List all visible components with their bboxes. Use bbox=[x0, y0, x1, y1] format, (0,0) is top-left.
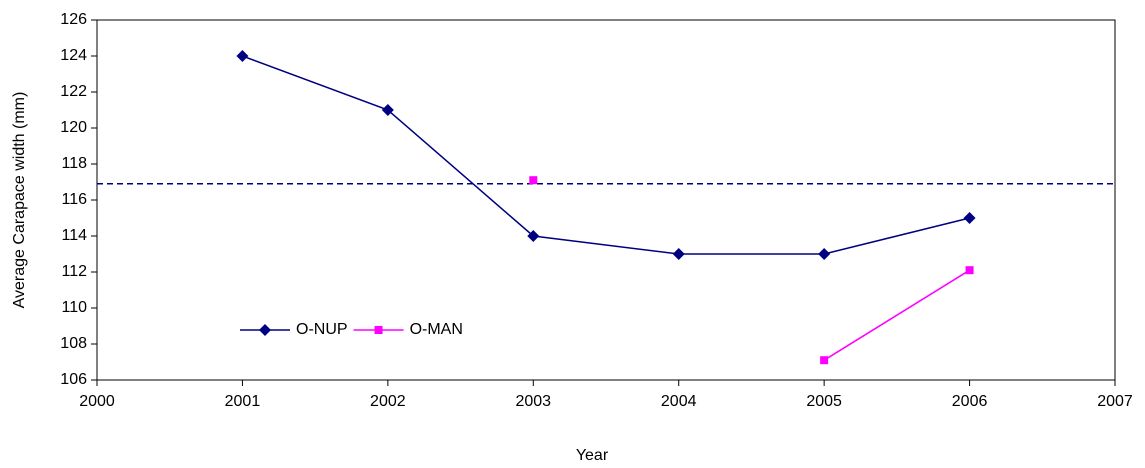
y-tick-label: 124 bbox=[60, 47, 87, 64]
x-tick-label: 2004 bbox=[661, 393, 697, 410]
series-line bbox=[242, 55, 970, 255]
y-tick-label: 110 bbox=[61, 299, 87, 316]
y-tick-label: 122 bbox=[60, 83, 87, 100]
x-tick-label: 2002 bbox=[370, 393, 406, 410]
marker bbox=[527, 230, 540, 242]
x-tick-label: 2005 bbox=[806, 393, 842, 410]
marker bbox=[236, 50, 249, 62]
x-axis-title: Year bbox=[576, 447, 609, 464]
x-tick-label: 2003 bbox=[515, 393, 551, 410]
y-tick-label: 120 bbox=[60, 119, 87, 136]
y-tick-label: 126 bbox=[60, 11, 87, 28]
marker bbox=[672, 248, 685, 260]
marker bbox=[529, 176, 538, 185]
marker bbox=[259, 324, 271, 336]
y-tick-label: 118 bbox=[61, 155, 87, 172]
y-tick-label: 108 bbox=[60, 335, 87, 352]
x-tick-label: 2006 bbox=[952, 393, 988, 410]
x-tick-label: 2000 bbox=[79, 393, 115, 410]
marker bbox=[381, 104, 394, 116]
y-axis-title: Average Carapace width (mm) bbox=[11, 92, 28, 309]
legend-label: O-NUP bbox=[296, 321, 348, 338]
y-tick-label: 106 bbox=[60, 371, 87, 388]
legend-label: O-MAN bbox=[410, 321, 463, 338]
marker bbox=[374, 326, 383, 334]
x-tick-label: 2007 bbox=[1097, 393, 1133, 410]
marker bbox=[820, 356, 829, 365]
plot-frame bbox=[96, 19, 1116, 381]
marker bbox=[965, 266, 974, 275]
marker bbox=[818, 248, 831, 260]
y-tick-label: 116 bbox=[61, 191, 87, 208]
series-line bbox=[823, 269, 970, 361]
x-tick-label: 2001 bbox=[225, 393, 261, 410]
y-tick-label: 112 bbox=[61, 263, 87, 280]
y-tick-label: 114 bbox=[61, 227, 87, 244]
marker bbox=[963, 212, 976, 224]
